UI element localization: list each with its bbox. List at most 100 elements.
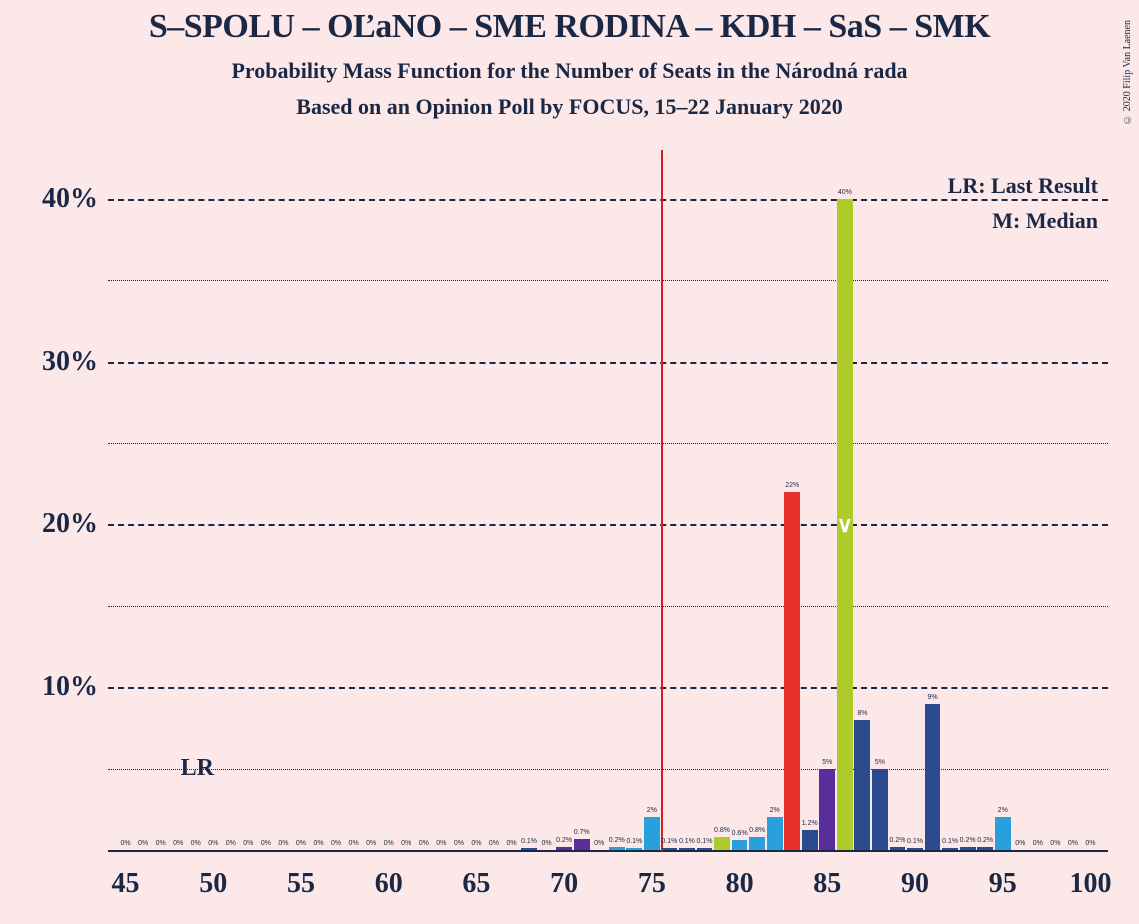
bar-value-label: 0% xyxy=(384,840,394,847)
bar-value-label: 0% xyxy=(278,840,288,847)
bar-value-label: 5% xyxy=(875,759,885,766)
y-tick-label: 30% xyxy=(42,346,98,378)
subtitle-1: Probability Mass Function for the Number… xyxy=(0,58,1139,84)
y-tick-label: 20% xyxy=(42,508,98,540)
bar-value-label: 0.7% xyxy=(574,829,590,836)
legend-m: M: Median xyxy=(948,203,1098,238)
bar-value-label: 5% xyxy=(822,759,832,766)
bar-value-label: 0.1% xyxy=(679,838,695,845)
bar-value-label: 0% xyxy=(366,840,376,847)
bar xyxy=(977,847,993,850)
bar xyxy=(854,720,870,850)
title-block: S–SPOLU – OĽaNO – SME RODINA – KDH – SaS… xyxy=(0,0,1139,120)
bar-value-label: 0.8% xyxy=(714,827,730,834)
majority-line xyxy=(661,150,663,851)
bar-value-label: 0% xyxy=(489,840,499,847)
bar xyxy=(644,817,660,850)
bar xyxy=(662,848,678,850)
bar xyxy=(907,848,923,850)
bar-value-label: 0.1% xyxy=(661,838,677,845)
gridline-major xyxy=(108,362,1108,364)
x-tick-label: 60 xyxy=(375,868,403,900)
copyright-text: © 2020 Filip Van Laenen xyxy=(1122,20,1133,125)
bar-value-label: 0% xyxy=(313,840,323,847)
bar xyxy=(890,847,906,850)
bar-value-label: 0% xyxy=(1050,840,1060,847)
gridline-minor xyxy=(108,769,1108,770)
x-tick-label: 45 xyxy=(112,868,140,900)
bar-value-label: 2% xyxy=(770,807,780,814)
x-tick-label: 90 xyxy=(901,868,929,900)
bar-value-label: 0% xyxy=(173,840,183,847)
bar xyxy=(556,847,572,850)
bar-value-label: 0.1% xyxy=(907,838,923,845)
pmf-bar-chart: LR: Last Result M: Median 10%20%30%40%45… xyxy=(108,150,1108,850)
bar xyxy=(749,837,765,850)
x-tick-label: 80 xyxy=(726,868,754,900)
subtitle-2: Based on an Opinion Poll by FOCUS, 15–22… xyxy=(0,94,1139,120)
gridline-major xyxy=(108,199,1108,201)
bar-value-label: 8% xyxy=(857,710,867,717)
main-title: S–SPOLU – OĽaNO – SME RODINA – KDH – SaS… xyxy=(0,8,1139,46)
bar-value-label: 2% xyxy=(998,807,1008,814)
lr-marker-label: LR xyxy=(181,755,214,782)
bar xyxy=(626,848,642,850)
bar-value-label: 0% xyxy=(419,840,429,847)
bar-value-label: 0% xyxy=(120,840,130,847)
bar-value-label: 0.1% xyxy=(626,838,642,845)
bar-value-label: 0.2% xyxy=(889,837,905,844)
bar-value-label: 0% xyxy=(1085,840,1095,847)
gridline-minor xyxy=(108,606,1108,607)
bar-value-label: 0% xyxy=(191,840,201,847)
gridline-minor xyxy=(108,443,1108,444)
median-arrow-icon: ∨ xyxy=(837,512,853,538)
bar-value-label: 0% xyxy=(261,840,271,847)
bar-value-label: 0% xyxy=(542,840,552,847)
bar-value-label: 22% xyxy=(785,482,799,489)
bar-value-label: 0% xyxy=(331,840,341,847)
bar xyxy=(521,848,537,850)
bar xyxy=(679,848,695,850)
bar-value-label: 0.1% xyxy=(697,838,713,845)
x-tick-label: 85 xyxy=(813,868,841,900)
gridline-major xyxy=(108,687,1108,689)
bar-value-label: 0.1% xyxy=(521,838,537,845)
bar-value-label: 0% xyxy=(1033,840,1043,847)
bar xyxy=(574,839,590,850)
bar-value-label: 9% xyxy=(927,694,937,701)
x-tick-label: 55 xyxy=(287,868,315,900)
bar xyxy=(609,847,625,850)
bar xyxy=(925,704,941,851)
bar-value-label: 0% xyxy=(349,840,359,847)
bar xyxy=(732,840,748,850)
y-tick-label: 40% xyxy=(42,183,98,215)
x-axis-baseline xyxy=(108,850,1108,852)
bar-value-label: 0.8% xyxy=(749,827,765,834)
bar xyxy=(960,847,976,850)
bar-value-label: 0% xyxy=(436,840,446,847)
bar-value-label: 0.2% xyxy=(977,837,993,844)
bar-value-label: 0% xyxy=(1068,840,1078,847)
x-tick-label: 50 xyxy=(199,868,227,900)
bar-value-label: 0% xyxy=(156,840,166,847)
bar xyxy=(802,830,818,850)
gridline-minor xyxy=(108,280,1108,281)
bar-value-label: 0.2% xyxy=(609,837,625,844)
bar-value-label: 0% xyxy=(454,840,464,847)
bar-value-label: 0% xyxy=(594,840,604,847)
bar-value-label: 2% xyxy=(647,807,657,814)
gridline-major xyxy=(108,524,1108,526)
x-tick-label: 70 xyxy=(550,868,578,900)
bar xyxy=(872,769,888,850)
legend-box: LR: Last Result M: Median xyxy=(948,168,1098,238)
bar xyxy=(995,817,1011,850)
bar-value-label: 0.2% xyxy=(960,837,976,844)
bar-value-label: 0% xyxy=(471,840,481,847)
bar xyxy=(767,817,783,850)
bar-value-label: 1.2% xyxy=(802,820,818,827)
bar-value-label: 0% xyxy=(506,840,516,847)
bar-value-label: 0% xyxy=(1015,840,1025,847)
bar-value-label: 0% xyxy=(208,840,218,847)
bar xyxy=(697,848,713,850)
bar-value-label: 0% xyxy=(401,840,411,847)
